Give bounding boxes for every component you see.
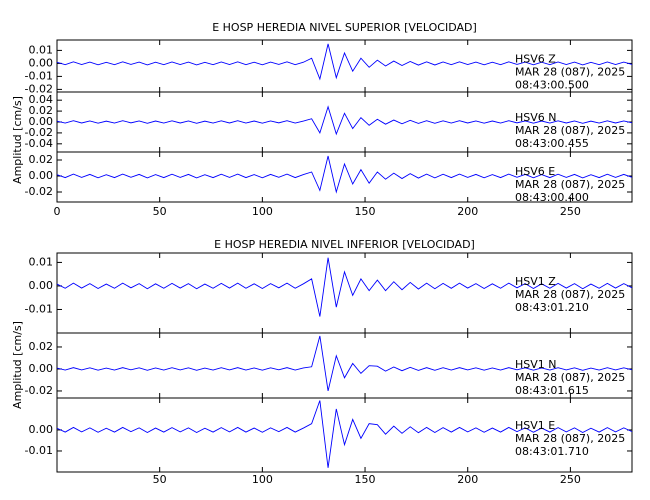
y-tick-label: -0.02 xyxy=(25,384,53,397)
station-label: HSV1 Z xyxy=(515,275,556,288)
time-label: 08:43:01.710 xyxy=(515,445,589,458)
x-tick-label: 150 xyxy=(355,473,376,486)
waveform xyxy=(56,400,633,468)
waveform xyxy=(56,155,633,194)
x-tick-label: 200 xyxy=(457,205,478,218)
x-tick-label: 250 xyxy=(560,205,581,218)
station-label: HSV1 N xyxy=(515,358,557,371)
x-tick-label: 50 xyxy=(153,205,167,218)
y-axis-label: Amplitud [cm/s] xyxy=(11,96,24,184)
x-tick-label: 250 xyxy=(560,473,581,486)
y-tick-label: 0.02 xyxy=(29,104,54,117)
x-tick-label: 50 xyxy=(153,473,167,486)
y-tick-label: 0.02 xyxy=(29,153,54,166)
y-tick-label: -0.01 xyxy=(25,444,53,457)
time-label: 08:43:00.455 xyxy=(515,137,589,150)
x-tick-label: 100 xyxy=(252,205,273,218)
station-label: HSV6 N xyxy=(515,111,557,124)
waveform xyxy=(56,43,633,81)
date-label: MAR 28 (087), 2025 xyxy=(515,178,625,191)
y-tick-label: 0.02 xyxy=(29,340,54,353)
date-label: MAR 28 (087), 2025 xyxy=(515,288,625,301)
time-label: 08:43:00.500 xyxy=(515,78,589,91)
x-tick-label: 100 xyxy=(252,473,273,486)
y-tick-label: -0.01 xyxy=(25,302,53,315)
station-label: HSV6 Z xyxy=(515,52,556,65)
y-tick-label: 0.00 xyxy=(29,115,54,128)
y-tick-label: 0.04 xyxy=(29,93,54,106)
date-label: MAR 28 (087), 2025 xyxy=(515,432,625,445)
y-tick-label: 0.01 xyxy=(29,255,54,268)
waveform xyxy=(56,257,633,317)
date-label: MAR 28 (087), 2025 xyxy=(515,65,625,78)
time-label: 08:43:01.615 xyxy=(515,384,589,397)
x-tick-label: 150 xyxy=(355,205,376,218)
station-label: HSV1 E xyxy=(515,419,555,432)
y-tick-label: -0.01 xyxy=(25,69,53,82)
y-tick-label: 0.00 xyxy=(29,362,54,375)
waveform xyxy=(56,335,633,392)
y-tick-label: 0.00 xyxy=(29,56,54,69)
time-label: 08:43:01.210 xyxy=(515,301,589,314)
y-tick-label: 0.00 xyxy=(29,423,54,436)
chart-title: E HOSP HEREDIA NIVEL SUPERIOR [VELOCIDAD… xyxy=(212,21,477,34)
y-tick-label: -0.02 xyxy=(25,185,53,198)
time-label: 08:43:00.400 xyxy=(515,191,589,204)
date-label: MAR 28 (087), 2025 xyxy=(515,124,625,137)
y-tick-label: -0.02 xyxy=(25,82,53,95)
y-axis-label: Amplitud [cm/s] xyxy=(11,321,24,409)
x-tick-label: 200 xyxy=(457,473,478,486)
y-tick-label: 0.01 xyxy=(29,43,54,56)
waveform xyxy=(56,105,633,136)
y-tick-label: -0.04 xyxy=(25,137,53,150)
station-label: HSV6 E xyxy=(515,165,555,178)
panel-frame xyxy=(56,397,633,473)
x-tick-label: 0 xyxy=(54,205,61,218)
y-tick-label: 0.00 xyxy=(29,169,54,182)
y-tick-label: 0.00 xyxy=(29,279,54,292)
chart-title: E HOSP HEREDIA NIVEL INFERIOR [VELOCIDAD… xyxy=(214,238,475,251)
date-label: MAR 28 (087), 2025 xyxy=(515,371,625,384)
y-tick-label: -0.02 xyxy=(25,126,53,139)
